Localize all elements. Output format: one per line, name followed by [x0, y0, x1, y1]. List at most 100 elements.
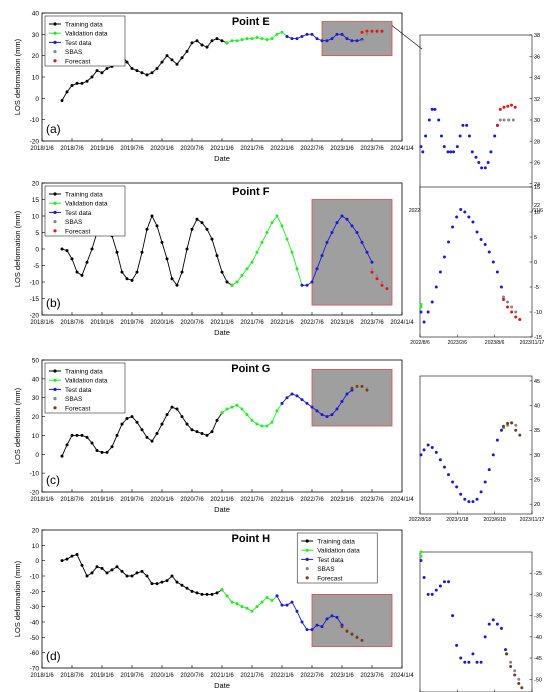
- inset-x-tick-label: 2022/8/6: [410, 340, 430, 346]
- inset-sbas-point: [506, 300, 510, 304]
- training-point: [160, 60, 164, 64]
- validation-point: [265, 231, 269, 234]
- legend: Training data Validation data Test data SBA…: [44, 15, 126, 67]
- training-point: [105, 450, 109, 454]
- y-tick-label: -10: [30, 117, 40, 124]
- y-tick-label: 0: [35, 558, 39, 565]
- inset-y-tick-label: -35: [534, 614, 542, 620]
- forecast-point: [365, 29, 369, 33]
- training-point: [125, 416, 129, 420]
- test-point: [330, 231, 334, 234]
- inset-x-tick-label: 2023/2/6: [448, 340, 468, 346]
- inset-test-point: [422, 320, 426, 324]
- validation-point: [235, 403, 239, 407]
- y-tick-label: -20: [30, 139, 40, 146]
- test-point: [335, 221, 339, 225]
- validation-point: [240, 273, 244, 277]
- training-point: [110, 568, 114, 572]
- training-point: [145, 73, 149, 77]
- chart-title: Point G: [231, 363, 270, 375]
- legend-entry: Test data: [65, 387, 92, 394]
- x-tick-label: 2018/1/6: [30, 673, 54, 679]
- y-tick-label: -5: [33, 263, 39, 270]
- x-tick-label: 2024/1/4: [390, 497, 414, 503]
- legend: Training data Validation data Test data SBA…: [296, 532, 378, 584]
- training-point: [210, 39, 214, 43]
- legend: Training data Validation data Test data SBA…: [44, 362, 126, 414]
- training-point: [80, 433, 84, 437]
- inset-test-point: [455, 145, 459, 149]
- legend-entry: Test data: [65, 40, 92, 47]
- test-point: [290, 600, 294, 604]
- inset-test-point: [427, 118, 431, 122]
- inset-validation-point: [419, 303, 423, 306]
- inset-test-point: [451, 480, 455, 484]
- validation-point: [260, 240, 264, 244]
- inset-test-point: [438, 584, 442, 588]
- x-tick-label: 2019/7/6: [120, 497, 144, 503]
- training-point: [70, 433, 74, 437]
- training-point: [195, 217, 199, 221]
- inset-sbas-point: [514, 310, 518, 314]
- training-point: [110, 445, 114, 449]
- training-point: [95, 449, 99, 453]
- test-point: [335, 407, 339, 411]
- inset-test-point: [430, 445, 434, 449]
- validation-point: [260, 424, 264, 428]
- validation-point: [275, 32, 279, 36]
- inset-test-point: [467, 660, 471, 664]
- inset-test-point: [479, 238, 483, 241]
- inset-sbas-point: [509, 660, 513, 664]
- training-point: [105, 66, 109, 70]
- training-point: [205, 227, 209, 231]
- inset-test-point: [426, 592, 430, 596]
- test-point: [345, 217, 349, 221]
- forecast-point: [360, 384, 364, 388]
- test-point: [335, 615, 339, 619]
- test-line: [286, 33, 363, 42]
- forecast-point: [360, 638, 364, 642]
- inset-y-tick-label: 28: [534, 139, 540, 145]
- inset-test-point: [463, 497, 467, 501]
- legend-entry: Validation data: [317, 548, 360, 555]
- training-point: [65, 249, 69, 253]
- inset-forecast-point: [505, 652, 509, 656]
- training-point: [180, 56, 184, 60]
- panel-b: -20 -15 -10 -5 0 5 10 15 20 2018/1/6 2018/7/6 2019/…: [13, 181, 545, 347]
- legend-swatch-marker: [53, 378, 57, 382]
- legend-entry: Forecast: [317, 575, 342, 582]
- x-tick-label: 2022/7/6: [300, 673, 324, 679]
- test-point: [360, 240, 364, 244]
- legend-swatch-marker: [53, 369, 57, 373]
- training-point: [65, 90, 69, 94]
- x-tick-label: 2024/1/4: [390, 673, 414, 679]
- legend-entry: Training data: [65, 192, 103, 199]
- y-tick-label: 0: [35, 96, 39, 103]
- training-point: [195, 591, 199, 595]
- inset-y-tick-label: 5: [534, 235, 537, 241]
- training-point: [215, 591, 219, 595]
- test-window-box: [321, 21, 393, 57]
- x-tick-label: 2024/1/4: [390, 146, 414, 152]
- x-tick-label: 2019/1/6: [90, 497, 114, 503]
- legend-entry: Validation data: [65, 201, 108, 208]
- inset-test-point: [479, 490, 483, 494]
- test-point: [350, 39, 354, 43]
- test-point: [305, 32, 309, 36]
- inset-test-point: [493, 134, 497, 138]
- inset-y-tick-label: 40: [534, 404, 540, 410]
- test-point: [325, 415, 329, 419]
- x-tick-label: 2018/7/6: [60, 673, 84, 679]
- legend-swatch-marker: [53, 50, 57, 54]
- x-tick-label: 2019/7/6: [120, 673, 144, 679]
- sbas-point: [360, 39, 364, 42]
- training-point: [80, 81, 84, 85]
- test-point: [345, 392, 349, 396]
- training-point: [225, 280, 229, 284]
- inset-test-point: [467, 134, 471, 138]
- inset-test-point: [426, 310, 430, 314]
- forecast-point: [355, 384, 359, 388]
- x-tick-label: 2023/1/6: [330, 146, 354, 152]
- training-point: [220, 39, 224, 43]
